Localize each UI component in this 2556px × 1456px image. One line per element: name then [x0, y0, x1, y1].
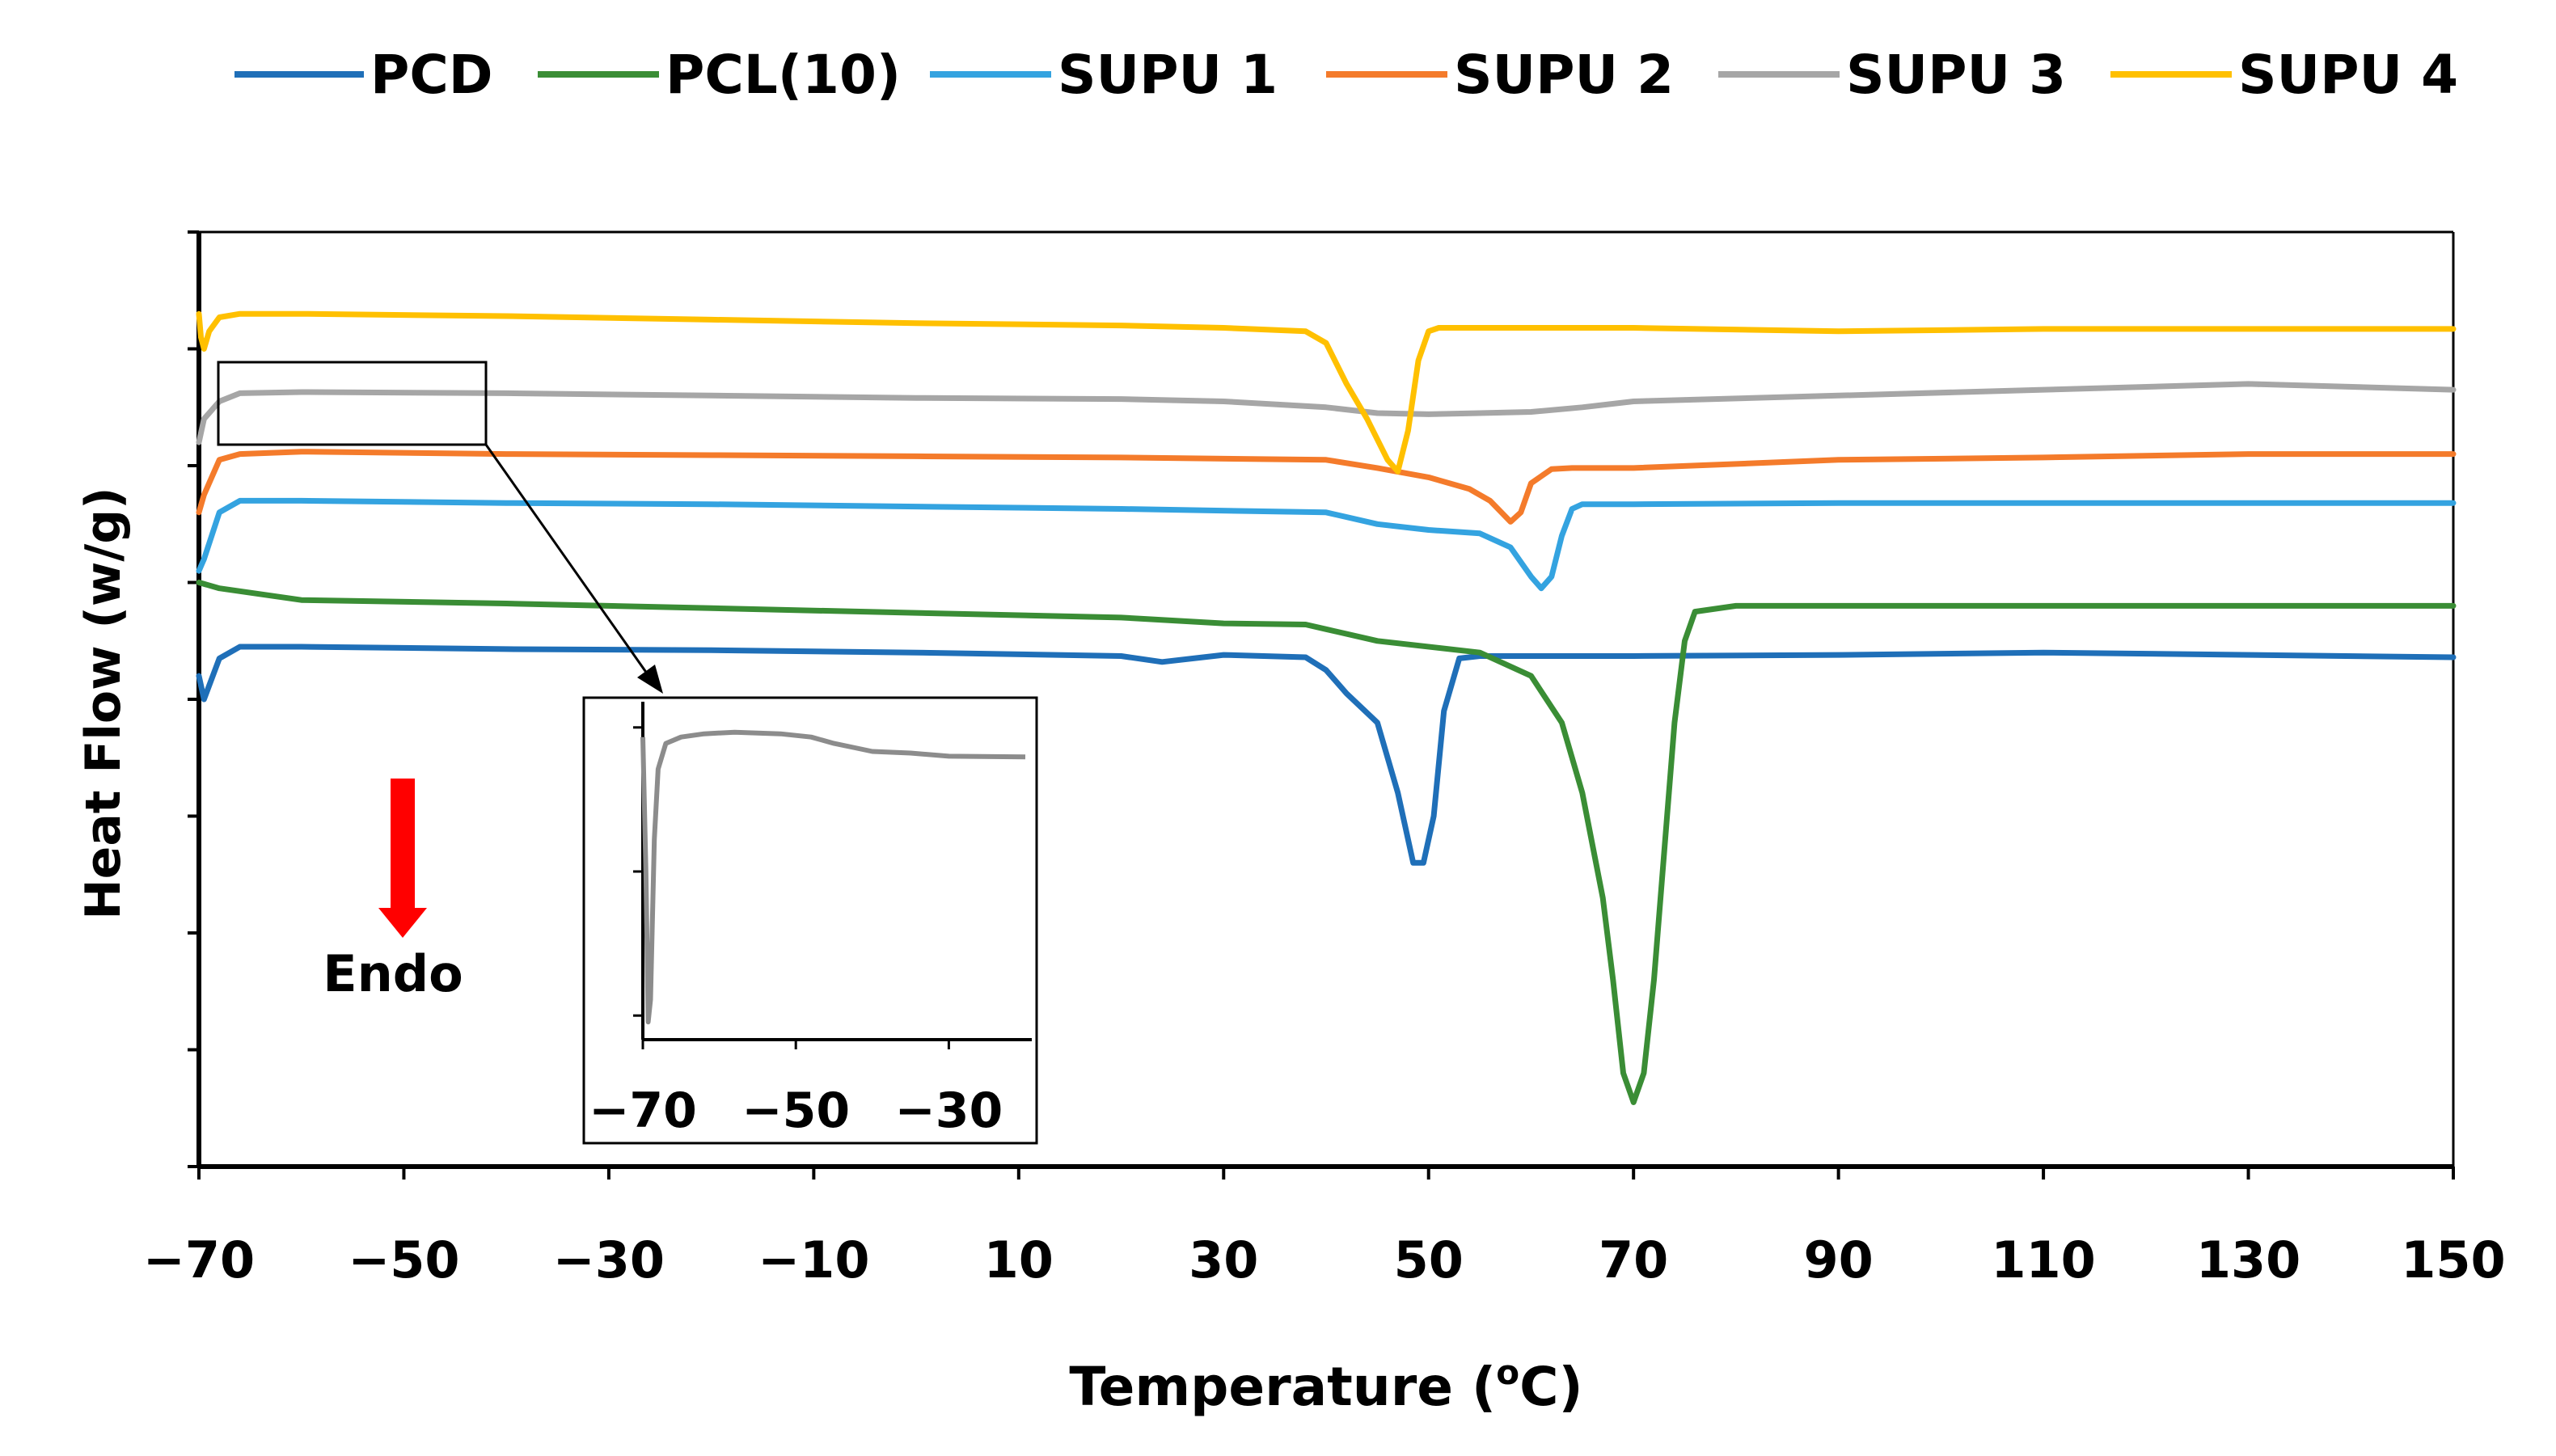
x-tick-label: 10	[984, 1230, 1054, 1289]
legend-label-supu-3: SUPU 3	[1846, 44, 2066, 106]
y-ticks	[188, 230, 199, 1168]
x-tick-label: 90	[1803, 1230, 1873, 1289]
series-line-pcd	[196, 644, 2457, 866]
x-tick-label: 110	[1991, 1230, 2095, 1289]
x-tick-label: 70	[1599, 1230, 1668, 1289]
down-arrow-icon	[378, 908, 427, 938]
x-tick-label: −10	[758, 1230, 869, 1289]
legend-label-pcl-10: PCL(10)	[665, 44, 901, 106]
legend: PCD PCL(10) SUPU 1 SUPU 2 SUPU 3 SUPU 4	[234, 44, 2458, 106]
x-tick-label: 130	[2196, 1230, 2300, 1289]
y-axis-label: Heat Flow (w/g)	[75, 487, 132, 919]
legend-label-supu-1: SUPU 1	[1058, 44, 1278, 106]
inset-x-tick-label: −30	[895, 1083, 1003, 1139]
zoom-region-box	[217, 361, 488, 446]
x-ticks: −70 −50 −30 −10 10 30 50 70 90 110 130 150	[143, 1167, 2506, 1289]
series-line-supu-3	[196, 381, 2457, 445]
zoom-connector-arrowhead	[637, 665, 663, 694]
series-line-supu-2	[196, 449, 2457, 525]
x-tick-label: 30	[1189, 1230, 1258, 1289]
zoom-connector	[484, 444, 653, 680]
inset-plot: −70 −50 −30	[582, 696, 1038, 1145]
inset-x-tick-label: −70	[589, 1083, 697, 1139]
x-tick-label: 50	[1394, 1230, 1464, 1289]
series-line-supu-4	[196, 310, 2457, 475]
series-line-supu-1	[196, 497, 2457, 592]
endo-arrow-shaft	[391, 779, 415, 908]
x-tick-label: −30	[553, 1230, 665, 1289]
series-line-pcl-10	[196, 580, 2457, 1105]
inset-line	[640, 729, 1026, 1025]
endo-label: Endo	[323, 944, 463, 1003]
x-tick-label: −50	[348, 1230, 459, 1289]
x-axis-label: Temperature (oC)	[1069, 1353, 1582, 1418]
main-plot: −70 −50 −30 −10 10 30 50 70 90 110 130 150	[143, 230, 2506, 1289]
inset-series-line-supu-3	[640, 729, 1026, 1025]
endo-annotation: Endo	[323, 779, 463, 1003]
legend-label-pcd: PCD	[370, 44, 493, 106]
inset-x-tick-label: −50	[741, 1083, 850, 1139]
series-lines	[196, 310, 2457, 1105]
inset-x-ticks: −70 −50 −30	[589, 1040, 1003, 1139]
x-tick-label: −70	[143, 1230, 255, 1289]
inset-y-ticks	[633, 726, 643, 1017]
legend-label-supu-4: SUPU 4	[2238, 44, 2458, 106]
x-tick-label: 150	[2401, 1230, 2505, 1289]
legend-label-supu-2: SUPU 2	[1454, 44, 1674, 106]
